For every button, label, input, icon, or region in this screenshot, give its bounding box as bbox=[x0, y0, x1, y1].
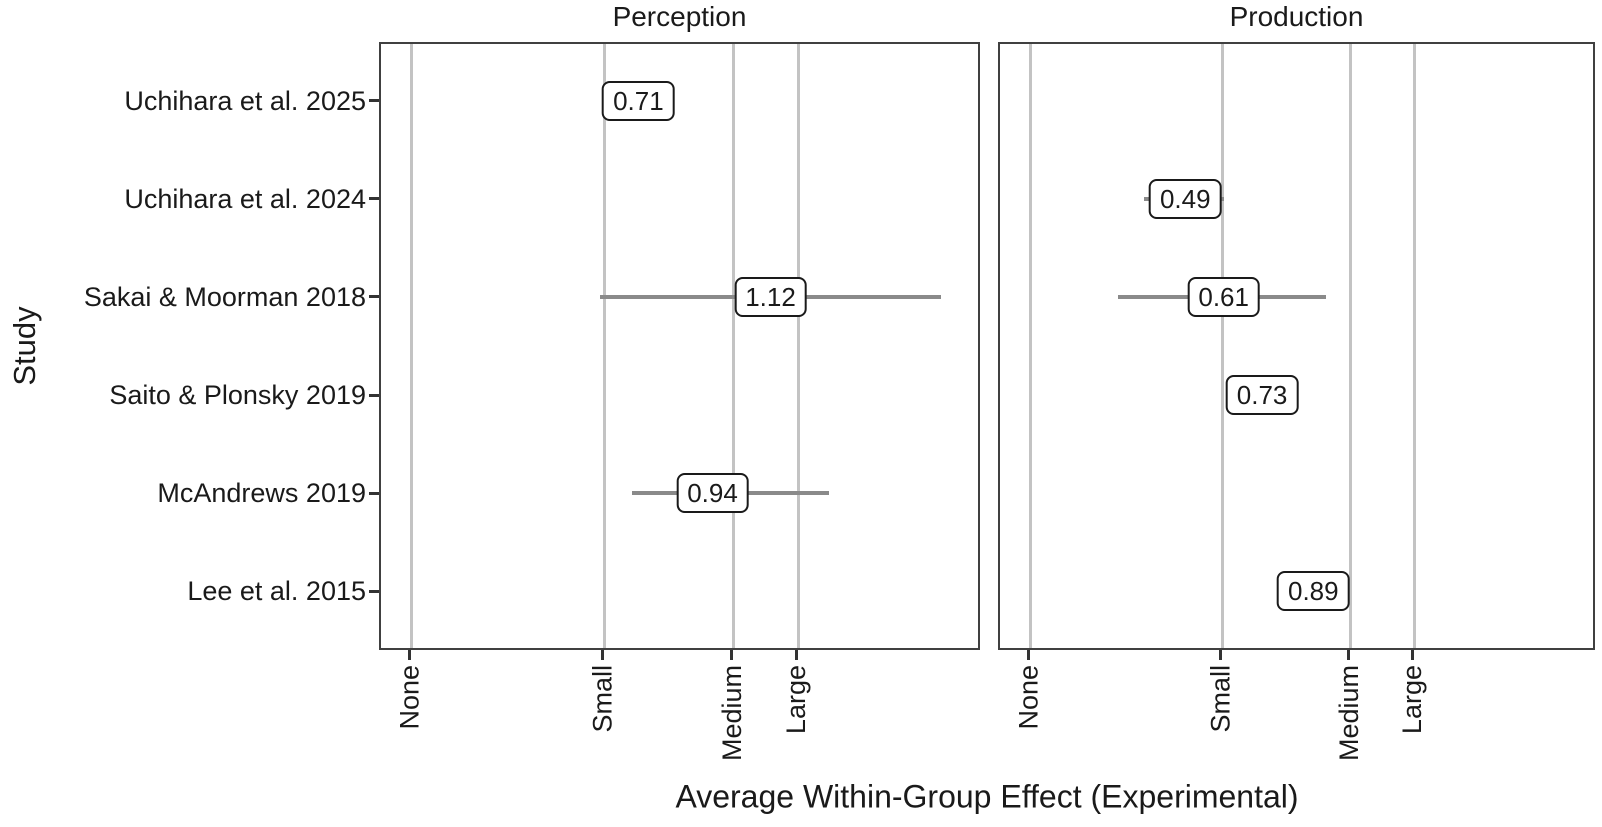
x-tick bbox=[408, 650, 412, 660]
effect-size-label: 0.94 bbox=[676, 473, 749, 514]
x-tick bbox=[1411, 650, 1415, 660]
panel-perception bbox=[379, 42, 980, 650]
gridline-none bbox=[1028, 44, 1032, 648]
gridline-medium bbox=[1349, 44, 1353, 648]
effect-size-label: 1.12 bbox=[734, 276, 807, 317]
study-label: McAndrews 2019 bbox=[157, 478, 366, 509]
x-tick-label-small: Small bbox=[1205, 665, 1236, 733]
x-tick bbox=[1347, 650, 1351, 660]
study-label: Lee et al. 2015 bbox=[187, 576, 366, 607]
y-tick bbox=[369, 589, 379, 593]
panel-production bbox=[998, 42, 1595, 650]
x-tick bbox=[1026, 650, 1030, 660]
facet-title-production: Production bbox=[1229, 1, 1364, 32]
study-label: Saito & Plonsky 2019 bbox=[109, 380, 366, 411]
y-tick bbox=[369, 295, 379, 299]
study-label: Sakai & Moorman 2018 bbox=[83, 281, 366, 312]
x-tick-label-large: Large bbox=[781, 665, 812, 735]
y-tick bbox=[369, 491, 379, 495]
x-tick bbox=[730, 650, 734, 660]
effect-size-label: 0.89 bbox=[1276, 571, 1350, 612]
effect-size-label: 0.49 bbox=[1148, 178, 1222, 219]
gridline-none bbox=[410, 44, 414, 648]
effect-size-label: 0.61 bbox=[1187, 276, 1260, 317]
x-tick-label-small: Small bbox=[587, 665, 618, 733]
y-tick bbox=[369, 393, 379, 397]
x-tick-label-medium: Medium bbox=[716, 665, 747, 762]
x-tick-label-none: None bbox=[1013, 665, 1044, 730]
y-axis-title: Study bbox=[7, 306, 42, 386]
y-tick bbox=[369, 197, 379, 201]
study-label: Uchihara et al. 2025 bbox=[124, 85, 366, 116]
x-tick-label-large: Large bbox=[1397, 665, 1428, 735]
x-tick-label-medium: Medium bbox=[1333, 665, 1364, 762]
x-tick bbox=[794, 650, 798, 660]
study-label: Uchihara et al. 2024 bbox=[124, 183, 366, 214]
effect-size-label: 0.71 bbox=[602, 80, 675, 121]
gridline-large bbox=[796, 44, 800, 648]
gridline-small bbox=[1220, 44, 1224, 648]
gridline-medium bbox=[732, 44, 736, 648]
x-tick bbox=[601, 650, 605, 660]
x-tick-label-none: None bbox=[394, 665, 425, 730]
gridline-small bbox=[603, 44, 607, 648]
effect-size-label: 0.73 bbox=[1225, 375, 1299, 416]
x-tick bbox=[1218, 650, 1222, 660]
facet-title-perception: Perception bbox=[612, 1, 747, 32]
x-axis-title: Average Within-Group Effect (Experimenta… bbox=[675, 778, 1299, 815]
y-tick bbox=[369, 99, 379, 103]
gridline-large bbox=[1413, 44, 1417, 648]
